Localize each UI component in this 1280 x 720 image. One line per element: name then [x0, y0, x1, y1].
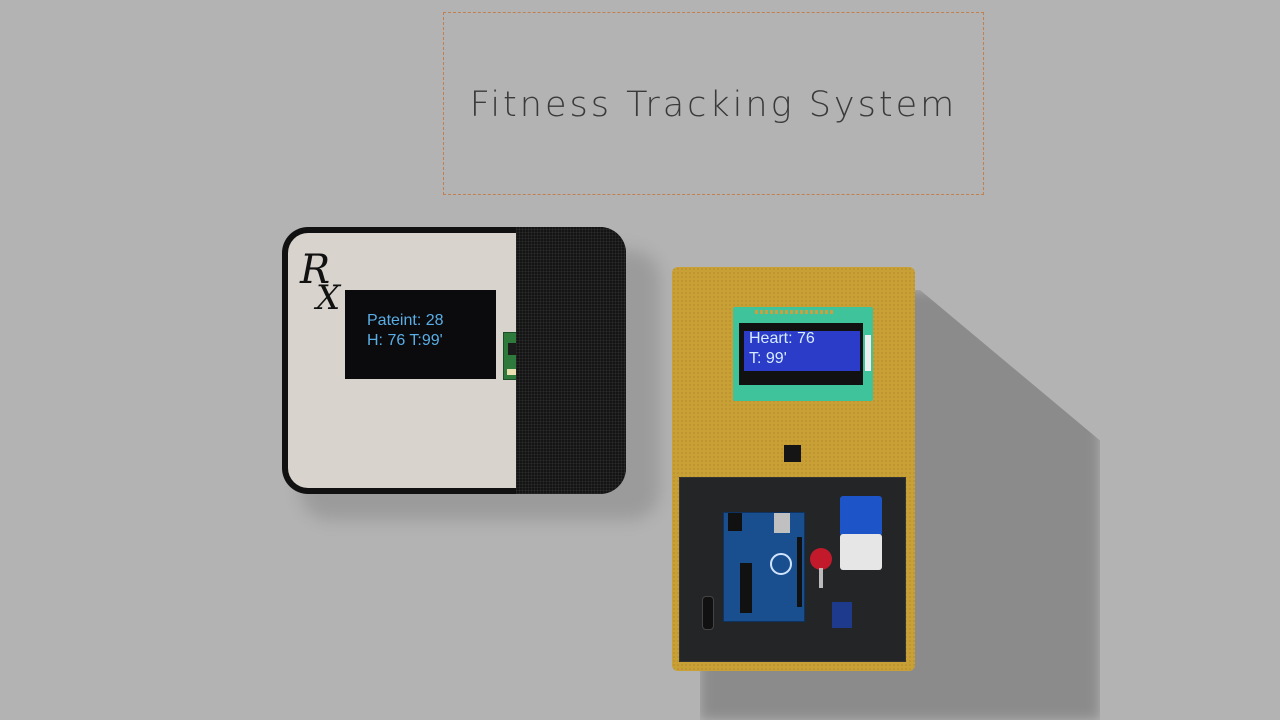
lcd-screen: Heart: 76 T: 99'	[744, 330, 860, 371]
battery-top	[840, 496, 882, 536]
title-frame: Fitness Tracking System	[443, 12, 984, 195]
lcd-backlight-edge	[865, 335, 871, 371]
pulse-sensor-window	[784, 445, 801, 462]
lcd-module: Heart: 76 T: 99'	[733, 307, 873, 401]
speaker-mesh	[516, 227, 626, 494]
page-title: Fitness Tracking System	[469, 85, 958, 125]
temperature-sensor	[702, 596, 714, 630]
svg-text:X: X	[313, 278, 342, 313]
electronics-cavity	[679, 477, 906, 662]
oled-line-patient: Pateint: 28	[367, 312, 444, 329]
sensor-module	[832, 602, 852, 628]
lcd-bezel: Heart: 76 T: 99'	[739, 323, 863, 385]
usb-port	[774, 513, 790, 533]
sensor-device-enclosure: Heart: 76 T: 99'	[672, 267, 915, 671]
device-face-panel: R X Pateint: 28 H: 76 T:99'	[288, 233, 525, 488]
power-jack	[728, 513, 742, 531]
pin-header	[797, 537, 802, 607]
oled-display: Pateint: 28 H: 76 T:99'	[345, 290, 496, 379]
battery-9v	[840, 496, 882, 570]
lcd-line-temp: T: 99'	[749, 350, 787, 367]
arduino-logo-icon	[770, 553, 792, 575]
oled-line-vitals: H: 76 T:99'	[367, 332, 443, 349]
arduino-board	[723, 512, 805, 622]
svg-text:R: R	[299, 247, 330, 293]
lcd-line-heart: Heart: 76	[749, 330, 815, 347]
patient-monitor-device: R X Pateint: 28 H: 76 T:99'	[282, 227, 626, 494]
buzzer-leg	[819, 568, 823, 588]
rx-logo-icon: R X	[299, 247, 342, 313]
microcontroller-chip	[740, 563, 752, 613]
lcd-header-pins	[755, 310, 835, 314]
buzzer	[810, 548, 832, 570]
battery-bottom	[840, 534, 882, 570]
